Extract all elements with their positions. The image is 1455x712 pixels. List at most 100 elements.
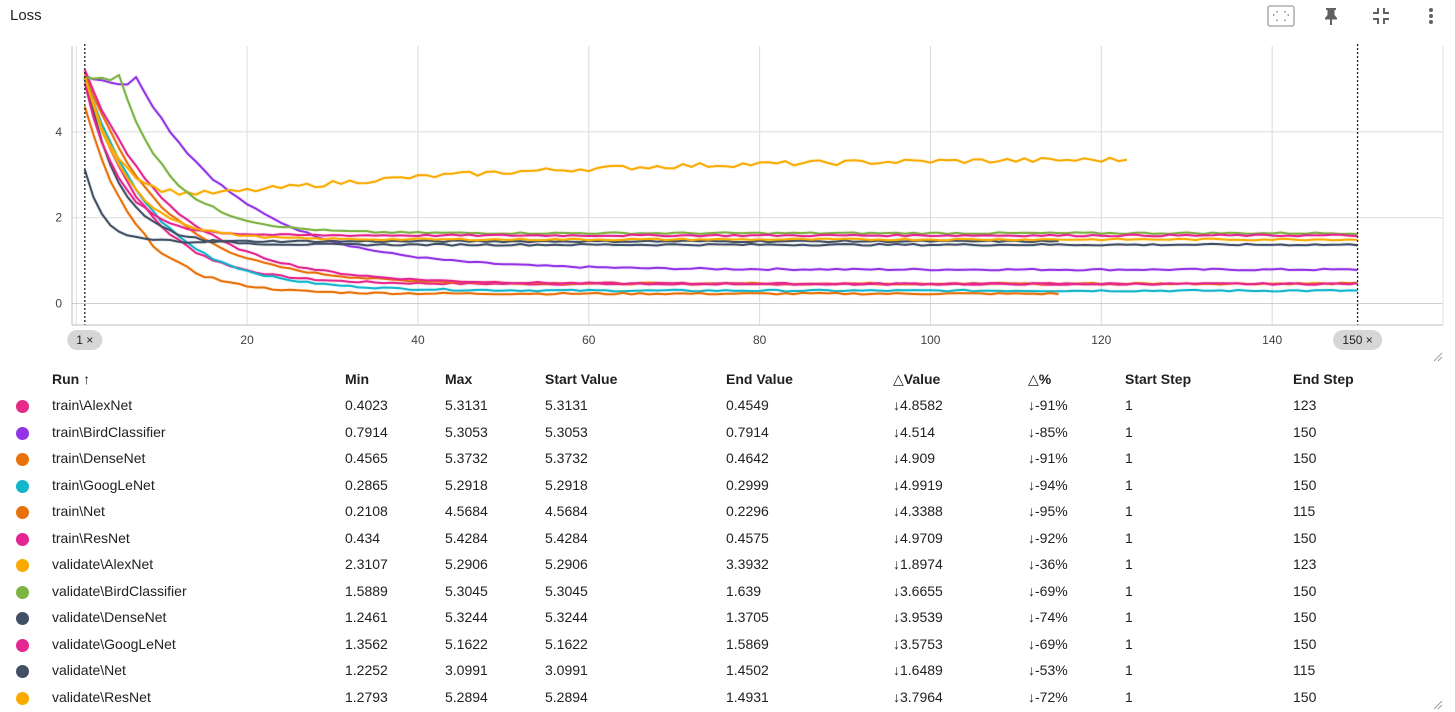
cell-start-value: 5.3131 [545,397,588,414]
header-delta-value[interactable]: △Value [893,370,941,387]
run-color-swatch [16,453,29,467]
cell-max: 5.2894 [445,688,488,705]
header-start-step[interactable]: Start Step [1125,371,1192,387]
cell-end-step: 150 [1293,582,1317,599]
header-max[interactable]: Max [445,371,473,387]
cell-delta-pct: ↓-36% [1028,556,1068,573]
cell-delta-pct: ↓-69% [1028,582,1068,599]
table-row[interactable]: validate\ResNet 1.2793 5.2894 5.2894 1.4931 ↓… [10,684,1433,711]
run-color-swatch [16,585,29,599]
y-tick-label: 4 [55,125,62,139]
table-row[interactable]: validate\Net 1.2252 3.0991 3.0991 1.4502 ↓1.6… [10,657,1433,684]
cell-start-step: 1 [1125,582,1133,599]
crosshair-chip[interactable]: 1 × [67,330,103,350]
x-tick-label: 20 [240,333,254,347]
header-swatch [10,366,52,392]
cell-delta-pct: ↓-53% [1028,662,1068,679]
run-color-swatch [16,638,29,652]
cell-min: 1.2461 [345,609,388,626]
table-row[interactable]: train\BirdClassifier 0.7914 5.3053 5.3053 0.… [10,419,1433,446]
cell-max: 5.3045 [445,582,488,599]
cell-run: train\BirdClassifier [52,423,166,440]
series-line [83,77,1128,196]
more-vert-icon [1429,8,1433,24]
cell-max: 5.3732 [445,450,488,467]
series-line [84,74,1358,235]
collapse-button[interactable] [1365,3,1397,29]
cell-max: 5.2918 [445,476,488,493]
series-line-shadow [82,69,1358,287]
series-line [83,76,1358,293]
table-row[interactable]: train\Net 0.2108 4.5684 4.5684 0.2296 ↓4.3388… [10,498,1433,525]
cell-delta-value: ↓3.9539 [893,609,943,626]
cell-end-value: 0.2296 [726,503,769,520]
cell-end-step: 115 [1293,503,1316,520]
cell-start-value: 5.2906 [545,556,588,573]
run-color-swatch [16,612,29,626]
cell-run: validate\AlexNet [52,556,154,573]
cell-start-value: 4.5684 [545,503,588,520]
header-end-step[interactable]: End Step [1293,371,1354,387]
cell-delta-pct: ↓-72% [1028,688,1068,705]
crosshair-chip-label: 1 × [76,333,93,347]
cell-start-step: 1 [1125,635,1133,652]
cell-delta-value: ↓3.7964 [893,688,943,705]
cell-delta-value: ↓4.909 [893,450,936,467]
series-line [83,69,1358,286]
table-row[interactable]: train\ResNet 0.434 5.4284 5.4284 0.4575 ↓4.97… [10,525,1433,552]
table-row[interactable]: train\AlexNet 0.4023 5.3131 5.3131 0.4549 ↓4.… [10,392,1433,419]
run-color-swatch [16,665,29,679]
cell-run: train\Net [52,503,105,520]
crosshair-chip[interactable]: 150 × [1333,330,1383,350]
run-color-cell [10,657,52,684]
run-color-cell [10,472,52,499]
cell-run: validate\GoogLeNet [52,635,176,652]
header-run[interactable]: Run ↑ [52,371,91,387]
cell-max: 5.2906 [445,556,488,573]
table-row[interactable]: train\DenseNet 0.4565 5.3732 5.3732 0.4642 ↓4… [10,445,1433,472]
cell-start-step: 1 [1125,662,1133,679]
series-line-shadow [82,76,1358,243]
header-start-value[interactable]: Start Value [545,371,618,387]
crosshair-markers: 1 × 150 × [67,44,1383,350]
series-line [83,72,1358,286]
table-row[interactable]: validate\DenseNet 1.2461 5.3244 5.3244 1.370… [10,604,1433,631]
cell-start-step: 1 [1125,397,1133,414]
cell-min: 0.4023 [345,397,388,414]
run-color-swatch [16,691,29,705]
table-row[interactable]: validate\BirdClassifier 1.5889 5.3045 5.304… [10,578,1433,605]
fit-domain-icon [1267,5,1295,27]
series-line [83,169,1059,244]
cell-min: 0.2865 [345,476,388,493]
table-row[interactable]: train\GoogLeNet 0.2865 5.2918 5.2918 0.2999 ↓… [10,472,1433,499]
pin-button[interactable] [1315,3,1347,29]
cell-end-value: 0.7914 [726,423,769,440]
more-options-button[interactable] [1415,3,1447,29]
run-color-cell [10,498,52,525]
loss-line-chart[interactable]: 1 × 150 × 20 40 60 80 100 120 140 0 2 4 [0,40,1455,360]
crosshair-chip-label: 150 × [1342,333,1372,347]
chart-grid [72,46,1443,325]
cell-end-value: 3.3932 [726,556,769,573]
table-resize-handle-icon[interactable] [1433,700,1443,710]
header-end-value[interactable]: End Value [726,371,793,387]
table-row[interactable]: validate\GoogLeNet 1.3562 5.1622 5.1622 1.58… [10,631,1433,658]
fit-domain-button[interactable] [1265,3,1297,29]
resize-handle-icon[interactable] [1433,352,1443,362]
cell-start-step: 1 [1125,609,1133,626]
cell-end-value: 1.5869 [726,635,769,652]
cell-min: 1.2252 [345,662,388,679]
header-delta-percent[interactable]: △% [1028,370,1052,387]
table-row[interactable]: validate\AlexNet 2.3107 5.2906 5.2906 3.3932… [10,551,1433,578]
run-color-cell [10,604,52,631]
cell-max: 5.3131 [445,397,488,414]
cell-run: validate\BirdClassifier [52,582,187,599]
cell-delta-value: ↓1.6489 [893,662,943,679]
cell-delta-value: ↓3.6655 [893,582,943,599]
series-line-shadow [82,76,1358,294]
cell-delta-value: ↓4.3388 [893,503,943,520]
cell-delta-value: ↓3.5753 [893,635,943,652]
header-min[interactable]: Min [345,371,370,387]
cell-min: 2.3107 [345,556,388,573]
cell-run: validate\ResNet [52,688,151,705]
